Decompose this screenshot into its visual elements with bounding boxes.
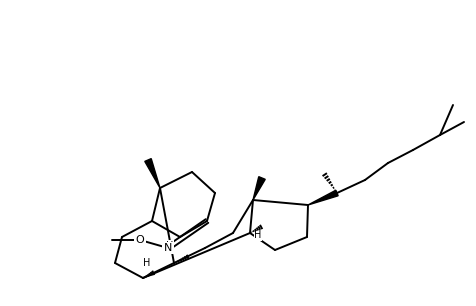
Polygon shape [253, 177, 265, 200]
Polygon shape [308, 190, 338, 205]
Text: O: O [136, 235, 144, 245]
Text: H: H [166, 241, 174, 251]
Text: N: N [164, 243, 172, 253]
Text: H: H [254, 230, 262, 240]
Polygon shape [145, 159, 160, 188]
Text: H: H [143, 258, 151, 268]
